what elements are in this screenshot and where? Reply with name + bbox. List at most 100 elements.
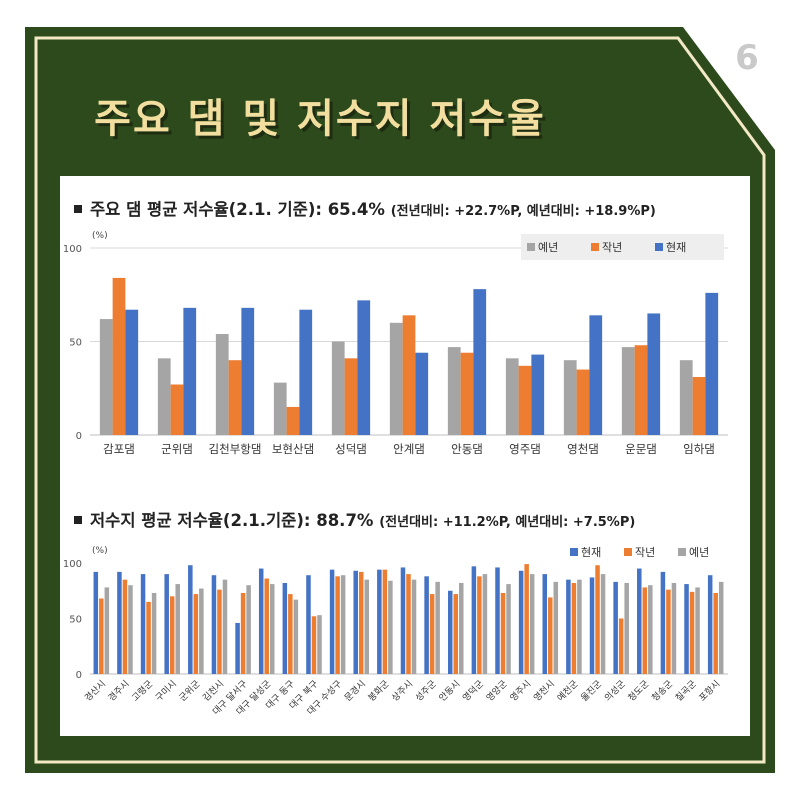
bar — [566, 579, 571, 674]
bar — [705, 292, 719, 435]
bar — [93, 571, 99, 674]
bar — [648, 585, 653, 674]
bar — [258, 568, 264, 674]
bar — [164, 574, 169, 674]
bar — [222, 579, 228, 674]
bar — [344, 358, 358, 435]
legend-swatch — [678, 548, 686, 556]
bar — [411, 579, 417, 674]
bar — [634, 345, 648, 435]
x-tick-label: 군위군 — [177, 678, 202, 703]
y-tick-label: 100 — [63, 244, 82, 255]
bar — [415, 352, 429, 435]
bar — [453, 594, 459, 674]
bar — [269, 584, 275, 674]
bar — [340, 575, 346, 674]
legend-background — [521, 234, 724, 260]
bar — [482, 574, 488, 674]
bar — [542, 574, 548, 674]
page-number: 6 — [735, 38, 759, 78]
bar — [358, 571, 364, 674]
y-unit-label: (%) — [92, 546, 108, 556]
bar — [406, 574, 411, 674]
bar — [460, 352, 474, 435]
x-tick-label: 영천댐 — [567, 442, 599, 456]
bar — [112, 277, 126, 435]
bar — [157, 358, 171, 435]
bar — [424, 576, 429, 674]
x-tick-label: 영주댐 — [509, 442, 541, 456]
bar — [447, 347, 461, 435]
bar — [388, 580, 393, 674]
bar — [684, 584, 689, 674]
bar — [353, 570, 358, 674]
bar — [429, 594, 435, 674]
x-tick-label: 영덕군 — [461, 678, 486, 703]
x-tick-label: 상주시 — [390, 678, 415, 703]
bar — [548, 597, 553, 674]
page-title: 주요 댐 및 저수지 저수율 — [94, 96, 546, 142]
bar — [679, 360, 693, 435]
bar — [647, 313, 661, 435]
x-tick-label: 칠곡군 — [673, 678, 698, 703]
bar — [331, 341, 345, 435]
y-unit-label: (%) — [92, 231, 108, 241]
bar — [382, 569, 388, 674]
dam-chart: (%) 0 50 100 감포댐 군위댐 김천부항댐 보현산댐 성덕댐 안계댐 안동댐 영주댐 영천댐 운… — [63, 231, 728, 717]
bar — [524, 564, 529, 674]
bar — [707, 575, 713, 674]
x-tick-label: 안계댐 — [393, 442, 425, 456]
legend-label: 현재 — [666, 241, 686, 254]
bar — [170, 384, 184, 435]
bar — [357, 300, 371, 435]
bar — [692, 377, 706, 435]
bar — [151, 592, 157, 674]
bar — [193, 594, 199, 674]
legend-label: 현재 — [581, 546, 601, 559]
bar — [389, 322, 403, 435]
bullet-icon — [74, 204, 82, 213]
x-tick-label: 군위댐 — [161, 442, 193, 456]
bar — [215, 334, 229, 435]
x-tick-label: 문경시 — [342, 678, 368, 704]
bar — [99, 319, 113, 435]
bar — [553, 581, 559, 674]
dam-headline-sub: (전년대비: +22.7%P, 예년대비: +18.9%P) — [390, 204, 656, 219]
bar — [125, 309, 139, 435]
bar — [518, 570, 524, 674]
legend-swatch — [591, 243, 599, 251]
bar — [637, 568, 642, 674]
bar — [288, 594, 293, 674]
bar — [618, 618, 624, 674]
bar — [299, 309, 313, 435]
bar — [169, 596, 175, 674]
x-tick-label: 영주시 — [508, 678, 533, 703]
bar — [689, 591, 695, 674]
bar — [435, 581, 440, 674]
y-tick-label: 50 — [69, 338, 82, 349]
reservoir-headline: 저수지 평균 저수율(2.1.기준): 88.7% (전년대비: +11.2%P… — [74, 507, 635, 531]
legend-swatch — [655, 243, 663, 251]
bar — [518, 365, 532, 435]
bar — [228, 360, 242, 435]
bullet-icon — [74, 515, 82, 524]
legend-label: 작년 — [635, 546, 655, 559]
x-tick-label: 봉화군 — [366, 678, 391, 703]
bar — [447, 590, 453, 674]
legend-label: 작년 — [602, 241, 622, 254]
bar — [335, 576, 340, 674]
x-tick-label: 안동시 — [437, 678, 462, 703]
bar — [713, 592, 718, 674]
bar — [621, 347, 635, 435]
bar — [175, 584, 180, 674]
bar — [217, 589, 222, 674]
x-tick-label: 운문댐 — [625, 442, 657, 456]
x-tick-label: 고령군 — [129, 678, 155, 704]
bar — [311, 616, 317, 674]
bar — [241, 307, 255, 435]
bar — [595, 565, 600, 674]
x-tick-label: 예천군 — [555, 678, 580, 703]
bar — [273, 382, 287, 435]
x-tick-label: 구미시 — [153, 678, 178, 703]
bar — [122, 579, 128, 674]
